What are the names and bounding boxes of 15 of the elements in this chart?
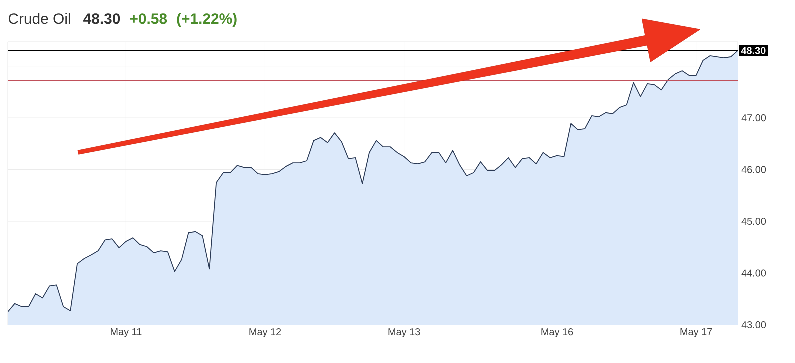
y-tick-label: 47.00: [742, 114, 766, 122]
y-tick-label: 45.00: [742, 218, 766, 226]
x-tick-label: May 17: [680, 328, 712, 338]
y-tick-label: 46.00: [742, 166, 766, 174]
chart-subtitle: 48.30: [84, 14, 120, 24]
chart-title: Crude Oil: [8, 13, 70, 24]
x-tick-label: May 13: [388, 328, 420, 338]
x-tick-label: May 12: [250, 328, 282, 338]
y-tick-label: 43.00: [742, 321, 766, 329]
x-tick-label: May 11: [111, 328, 142, 338]
y-tick-label: 44.00: [742, 270, 766, 277]
text: +0.58: [130, 14, 168, 24]
text: (+1.22%): [177, 13, 237, 28]
ref-line-label: 48.30: [741, 47, 766, 54]
x-tick-label: May 16: [542, 328, 574, 338]
